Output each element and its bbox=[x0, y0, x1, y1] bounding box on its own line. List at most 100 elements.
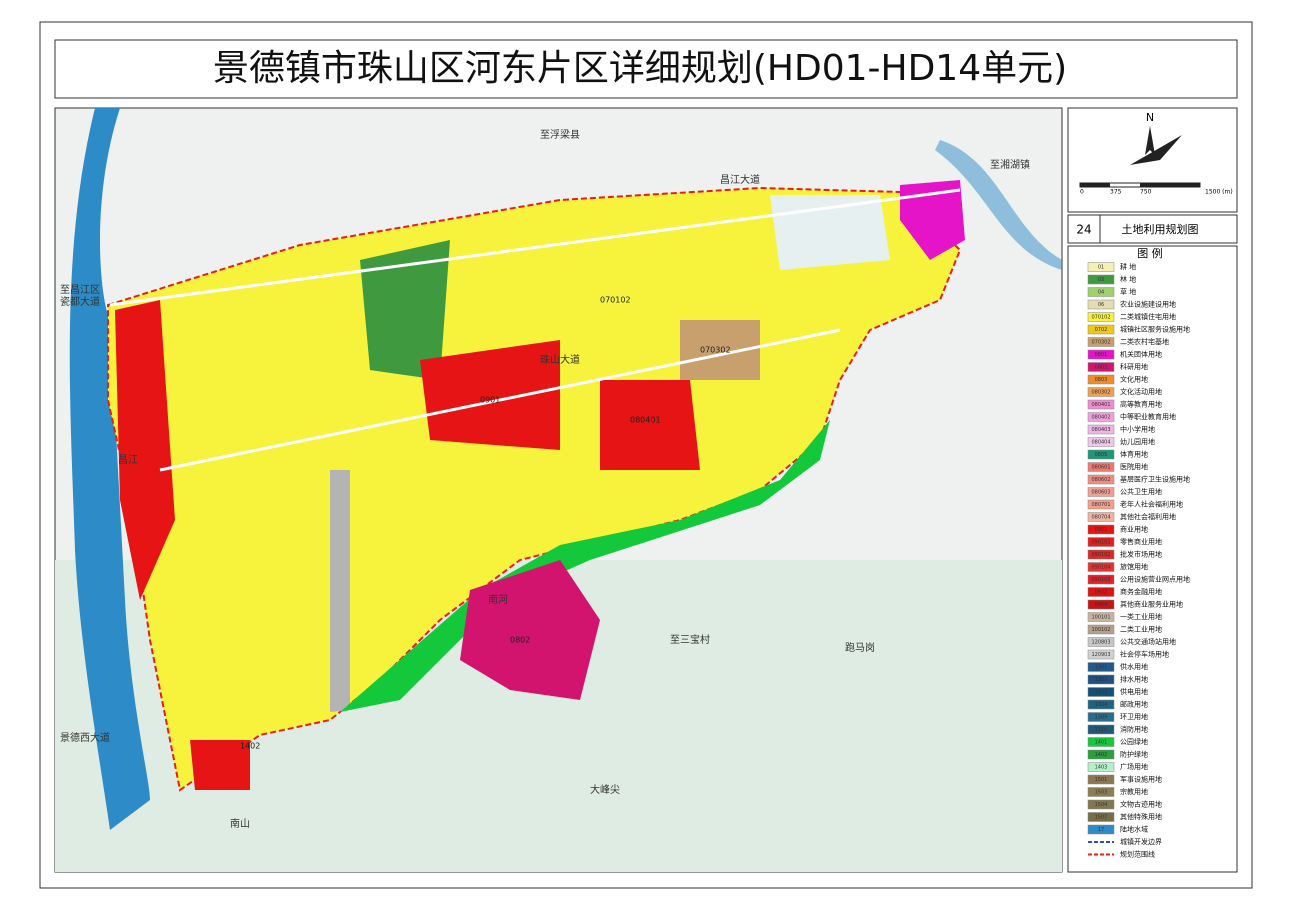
legend-name: 医院用地 bbox=[1120, 462, 1148, 471]
commercial-patch bbox=[115, 300, 175, 600]
legend-swatch bbox=[1087, 287, 1115, 297]
road bbox=[159, 328, 841, 472]
scale-label: 375 bbox=[1110, 189, 1122, 196]
legend-swatch bbox=[1087, 524, 1115, 535]
legend-name: 商务金融用地 bbox=[1120, 587, 1162, 596]
legend-swatch bbox=[1087, 324, 1115, 335]
legend-swatch bbox=[1087, 499, 1115, 510]
legend-swatch bbox=[1087, 687, 1115, 697]
legend-name: 城镇开发边界 bbox=[1120, 837, 1162, 846]
rail bbox=[330, 470, 350, 712]
legend-name: 二类城镇住宅用地 bbox=[1120, 312, 1176, 321]
legend-swatch bbox=[1087, 799, 1115, 810]
legend-swatch bbox=[1087, 274, 1115, 285]
map-label: 跑马岗 bbox=[845, 641, 875, 654]
legend-swatch bbox=[1087, 412, 1115, 422]
commercial-patch bbox=[420, 340, 560, 450]
legend-code: 080404 bbox=[1091, 440, 1110, 446]
legend-name: 供水用地 bbox=[1120, 662, 1148, 671]
legend-name: 零售商业用地 bbox=[1120, 537, 1162, 546]
legend-code: 1302 bbox=[1095, 677, 1108, 683]
legend-code: 1504 bbox=[1095, 802, 1108, 808]
map-label: 瓷都大道 bbox=[60, 295, 100, 308]
title: 景德镇市珠山区河东片区详细规划(HD01-HD14单元) bbox=[213, 48, 1067, 89]
legend-name: 供电用地 bbox=[1120, 687, 1148, 696]
scale-label: 0 bbox=[1080, 189, 1084, 196]
legend-swatch bbox=[1087, 649, 1115, 660]
legend-name: 高等教育用地 bbox=[1120, 400, 1162, 409]
legend-code: 100101 bbox=[1091, 615, 1110, 621]
legend-code: 0805 bbox=[1095, 452, 1108, 458]
legend-swatch bbox=[1087, 749, 1115, 760]
block-label: 080401 bbox=[630, 416, 661, 425]
legend-swatch bbox=[1087, 699, 1115, 710]
legend-code: 1501 bbox=[1095, 777, 1108, 783]
legend-name: 消防用地 bbox=[1120, 725, 1148, 734]
legend-name: 防护绿地 bbox=[1120, 750, 1148, 759]
map-label: 至浮梁县 bbox=[540, 128, 580, 141]
scale-bar bbox=[1080, 183, 1110, 187]
legend-swatch bbox=[1087, 599, 1115, 610]
legend-code: 080701 bbox=[1091, 502, 1110, 508]
legend-name: 公用设施营业网点用地 bbox=[1120, 575, 1190, 584]
legend-code: 070102 bbox=[1091, 315, 1110, 321]
legend-swatch bbox=[1087, 787, 1115, 797]
legend-name: 公共卫生用地 bbox=[1120, 487, 1162, 496]
legend-name: 耕 地 bbox=[1120, 262, 1136, 271]
legend-code: 0904 bbox=[1095, 602, 1108, 608]
scale-label: 1500 (m) bbox=[1205, 189, 1233, 196]
north-arrow bbox=[1130, 126, 1182, 165]
legend-swatch bbox=[1087, 724, 1115, 735]
legend-code: 080704 bbox=[1091, 515, 1110, 521]
legend-code: 1303 bbox=[1095, 690, 1108, 696]
legend-code: 090101 bbox=[1091, 540, 1110, 546]
legend-code: 1403 bbox=[1095, 765, 1108, 771]
legend-swatch bbox=[1087, 737, 1115, 747]
legend-code: 0801 bbox=[1095, 352, 1108, 358]
legend-swatch bbox=[1087, 312, 1115, 322]
forest-patch bbox=[360, 240, 450, 380]
panel-box bbox=[1067, 214, 1238, 244]
legend-swatch bbox=[1087, 712, 1115, 722]
legend-swatch bbox=[1087, 462, 1115, 472]
legend-swatch bbox=[1087, 437, 1115, 447]
legend-code: 090105 bbox=[1091, 577, 1110, 583]
legend-name: 科研用地 bbox=[1120, 362, 1148, 371]
legend-name: 军事设施用地 bbox=[1120, 775, 1162, 784]
legend-code: 090102 bbox=[1091, 552, 1110, 558]
block-label: 0901 bbox=[480, 396, 500, 405]
legend-code: 100102 bbox=[1091, 627, 1110, 633]
legend-swatch bbox=[1087, 262, 1115, 272]
panel-name: 土地利用规划图 bbox=[1122, 222, 1199, 236]
legend-code: 1309 bbox=[1095, 715, 1108, 721]
legend-code: 080403 bbox=[1091, 427, 1110, 433]
map-label: 南河 bbox=[488, 593, 508, 606]
legend-name: 排水用地 bbox=[1120, 675, 1148, 684]
map-label: 珠山大道 bbox=[540, 353, 580, 366]
map-label: 至昌江区 bbox=[60, 284, 100, 296]
legend-name: 陆地水域 bbox=[1120, 825, 1148, 834]
legend-swatch bbox=[1087, 374, 1115, 385]
legend-swatch bbox=[1087, 562, 1115, 572]
river-east bbox=[935, 140, 1062, 270]
legend-code: 090104 bbox=[1091, 565, 1110, 571]
map-label: 至湘湖镇 bbox=[990, 158, 1030, 171]
legend-name: 文物古迹用地 bbox=[1120, 800, 1162, 809]
legend-name: 中小学用地 bbox=[1120, 425, 1155, 434]
legend-name: 农业设施建设用地 bbox=[1120, 300, 1176, 309]
legend-code: 1402 bbox=[1095, 752, 1108, 758]
map-label: 至三宝村 bbox=[670, 633, 710, 646]
institution-patch bbox=[900, 180, 965, 260]
map-label: 昌江 bbox=[118, 454, 138, 466]
river bbox=[69, 108, 150, 830]
block-label: 070302 bbox=[700, 346, 731, 355]
legend-name: 社会停车场用地 bbox=[1120, 650, 1169, 659]
legend-code: 120803 bbox=[1091, 640, 1110, 646]
legend-name: 基层医疗卫生设施用地 bbox=[1120, 475, 1190, 484]
legend-name: 公园绿地 bbox=[1120, 737, 1148, 746]
block-label: 0802 bbox=[510, 636, 530, 645]
legend-swatch bbox=[1087, 674, 1115, 685]
commercial-patch bbox=[600, 380, 700, 470]
legend-swatch bbox=[1087, 399, 1115, 410]
legend-swatch bbox=[1087, 349, 1115, 360]
